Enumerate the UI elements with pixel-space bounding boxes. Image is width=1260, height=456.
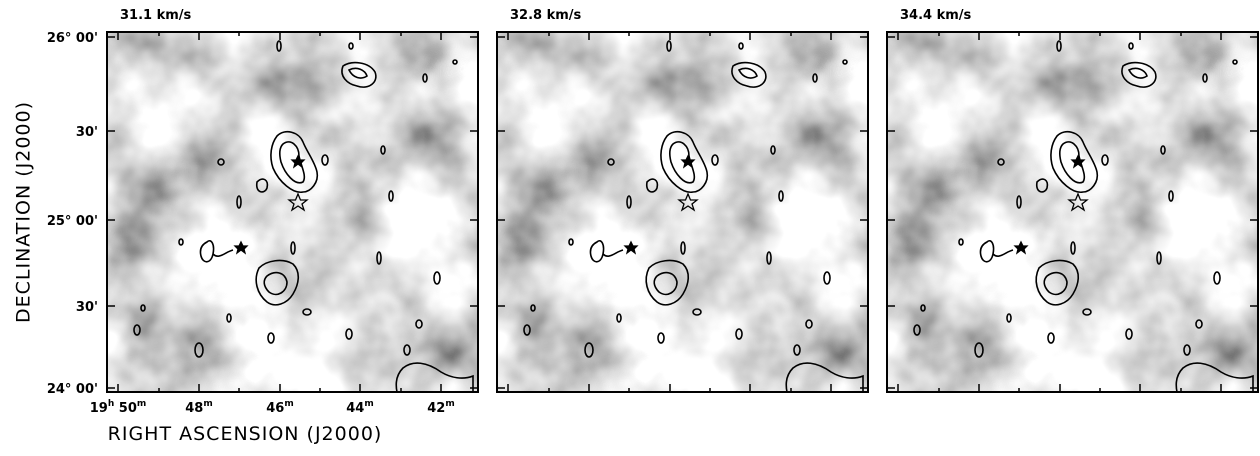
x-tick-label: 19h 50m xyxy=(90,399,147,416)
y-tick-label: 30' xyxy=(76,300,98,315)
intensity-map xyxy=(887,32,1258,392)
channel-map: 31.1 km/s xyxy=(106,8,479,393)
intensity-map xyxy=(497,32,868,392)
panel-title: 34.4 km/s xyxy=(900,8,972,23)
y-tick-label: 25° 00' xyxy=(47,214,98,229)
x-axis-label: RIGHT ASCENSION (J2000) xyxy=(108,423,383,445)
frame xyxy=(106,31,479,393)
intensity-map xyxy=(107,32,478,392)
channel-map: 32.8 km/s xyxy=(496,8,869,393)
x-tick-label: 42m xyxy=(427,399,454,416)
panel-title: 32.8 km/s xyxy=(510,8,582,23)
x-tick-label: 44m xyxy=(346,399,373,416)
y-tick-label: 30' xyxy=(76,125,98,140)
x-tick-label: 46m xyxy=(266,399,293,416)
panel-title: 31.1 km/s xyxy=(120,8,192,23)
y-tick-label: 26° 00' xyxy=(47,31,98,46)
frame xyxy=(886,31,1259,393)
y-axis-label: DECLINATION (J2000) xyxy=(13,101,35,323)
x-tick-label: 48m xyxy=(185,399,212,416)
channel-map: 34.4 km/s xyxy=(886,8,1259,393)
y-tick-label: 24° 00' xyxy=(47,382,98,397)
frame xyxy=(496,31,869,393)
